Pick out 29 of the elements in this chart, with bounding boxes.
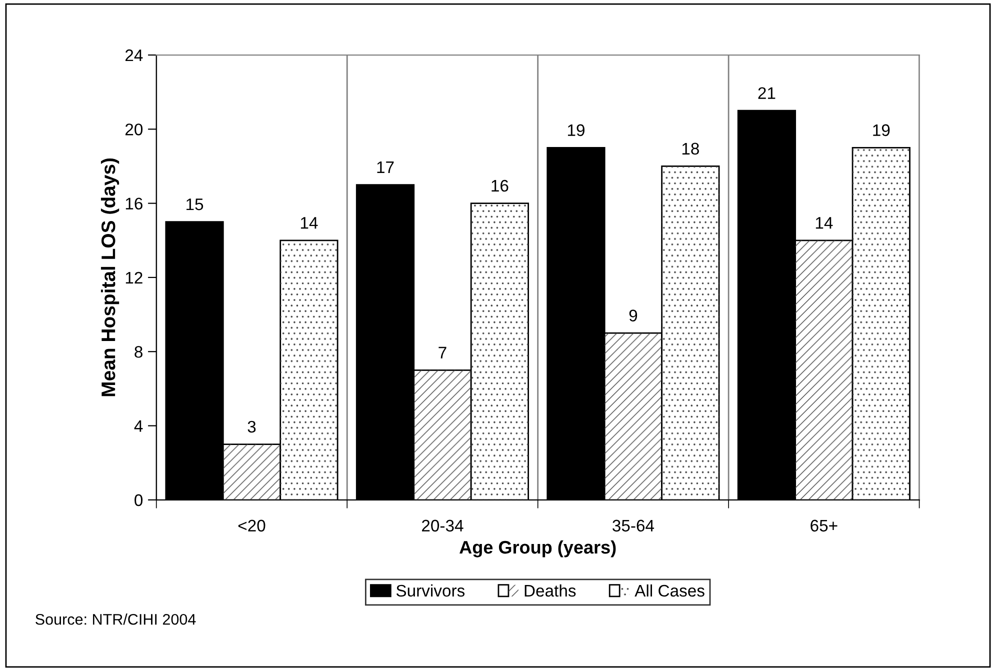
data-label: 21: [758, 87, 776, 99]
legend-label: Survivors: [396, 584, 465, 597]
data-label: 16: [492, 180, 508, 192]
y-tick-label: 20: [125, 124, 143, 136]
legend-label: Deaths: [524, 584, 576, 597]
x-tick-label: <20: [238, 520, 266, 532]
data-label: 19: [568, 124, 584, 136]
data-label: 14: [300, 217, 318, 229]
y-axis-title: Mean Hospital LOS (days): [100, 158, 120, 396]
data-label: 7: [438, 346, 446, 358]
data-label: 3: [248, 420, 256, 433]
y-tick-label: 4: [134, 420, 143, 432]
legend-label: All Cases: [634, 584, 704, 597]
x-axis-title: Age Group (years): [460, 540, 616, 558]
data-label: 9: [629, 310, 638, 322]
data-label: 19: [873, 124, 890, 136]
source-note: Source: NTR/CIHI 2004: [36, 614, 196, 625]
y-tick-label: 8: [134, 346, 142, 358]
y-tick-label: 24: [125, 49, 143, 62]
data-label: 17: [377, 162, 394, 173]
data-label: 15: [186, 198, 204, 210]
x-tick-label: 20-34: [422, 520, 464, 532]
y-tick-label: 12: [126, 272, 142, 284]
data-label: 18: [682, 142, 699, 155]
y-tick-label: 0: [134, 494, 143, 506]
data-label: 14: [816, 217, 833, 229]
y-tick-label: 16: [126, 198, 142, 210]
x-tick-label: 65+: [810, 520, 838, 532]
x-tick-label: 35-64: [612, 520, 654, 532]
